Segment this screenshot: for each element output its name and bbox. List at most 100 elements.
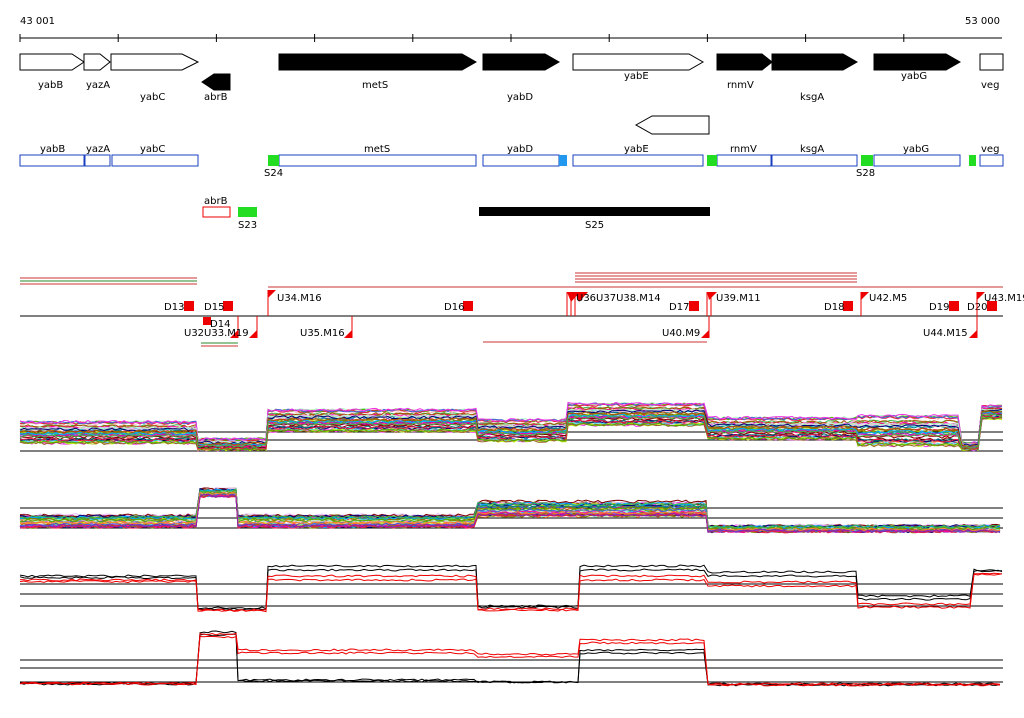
annotation-box[interactable]: yabG xyxy=(873,144,961,167)
gene-arrow[interactable] xyxy=(278,53,478,71)
annotation-box[interactable]: metS xyxy=(278,144,477,167)
gene-rnmV[interactable]: rnmV xyxy=(716,53,773,91)
annotation-track: yabB yazA yabC metS yabD yabE rnmV ksgA xyxy=(19,144,1004,179)
expression-profile-line xyxy=(19,416,1003,452)
expression-profile-line xyxy=(19,413,1003,449)
gene-yabD[interactable]: yabD xyxy=(482,53,561,103)
svg-text:U43.M19: U43.M19 xyxy=(984,293,1024,304)
expression-profile-line xyxy=(19,401,1003,445)
gene-abrB[interactable]: abrB xyxy=(201,73,231,103)
svg-text:yabG: yabG xyxy=(903,144,929,155)
expression-profile-line xyxy=(19,493,1001,534)
upshift-flag-U35-M16[interactable]: U35.M16 xyxy=(300,316,353,339)
upshift-flag-U36-U37-U38-M14[interactable]: U36U37U38.M14 xyxy=(566,292,661,316)
upshift-flag-U42-M5[interactable]: U42.M5 xyxy=(860,292,907,316)
annotation-box[interactable]: yabC xyxy=(111,144,199,167)
upshift-flag-U34-M16[interactable]: U34.M16 xyxy=(267,290,322,316)
expression-profile-line xyxy=(19,415,1003,451)
downshift-D17[interactable]: D17 xyxy=(669,301,699,313)
svg-text:D13: D13 xyxy=(164,302,184,313)
annotation-box[interactable]: yazA xyxy=(84,144,111,167)
expression-profile-line xyxy=(19,410,1003,448)
gene-ksgA[interactable]: ksgA xyxy=(771,53,859,103)
summary-profile-line xyxy=(19,573,1003,613)
expression-profiles xyxy=(19,401,1003,452)
downshift-D19[interactable]: D19 xyxy=(929,301,959,313)
expression-profile-line xyxy=(19,488,1001,529)
upshift-flag-U39-M11[interactable]: U39.M11 xyxy=(706,292,761,316)
svg-text:U44.M15: U44.M15 xyxy=(923,328,968,339)
annotation-box[interactable]: yabD xyxy=(482,144,560,167)
gene-metS[interactable]: metS xyxy=(278,53,478,91)
annotation-box[interactable]: yabE xyxy=(572,144,704,167)
gene-veg[interactable]: veg xyxy=(979,53,1004,91)
annotation-box[interactable]: yabB xyxy=(19,144,85,167)
downshift-D16[interactable]: D16 xyxy=(444,301,473,313)
gene-arrow[interactable] xyxy=(572,53,705,71)
marker-green[interactable] xyxy=(238,207,257,217)
gene-label: metS xyxy=(362,80,388,91)
svg-text:D14: D14 xyxy=(210,319,230,330)
svg-text:U42.M5: U42.M5 xyxy=(869,293,907,304)
gene-arrow[interactable] xyxy=(110,53,200,71)
gene-yazA[interactable]: yazA xyxy=(83,53,111,91)
annotation-box[interactable]: rnmV xyxy=(716,144,772,167)
svg-text:U34.M16: U34.M16 xyxy=(277,293,322,304)
gene-arrow[interactable] xyxy=(716,53,773,71)
marker-green[interactable] xyxy=(861,155,873,166)
summary-profile-line xyxy=(19,564,1003,610)
expression-profiles xyxy=(19,487,1001,534)
annotation-box[interactable]: veg xyxy=(979,144,1004,167)
feature-box[interactable] xyxy=(202,206,231,218)
upshift-flag-U40-M9[interactable]: U40.M9 xyxy=(662,316,710,339)
svg-text:yabB: yabB xyxy=(40,144,65,155)
marker-cyan[interactable] xyxy=(559,155,567,166)
marker-label: S28 xyxy=(856,168,875,179)
svg-text:D15: D15 xyxy=(204,302,224,313)
gene-yabC[interactable]: yabC xyxy=(110,53,200,103)
gene-arrow[interactable] xyxy=(979,53,1004,71)
upshift-flag-U43-M19[interactable]: U43.M19 xyxy=(976,292,1024,316)
svg-text:U40.M9: U40.M9 xyxy=(662,328,700,339)
reverse-transcript-arrow[interactable] xyxy=(634,115,710,135)
gene-yabG[interactable]: yabG xyxy=(873,53,962,82)
svg-text:veg: veg xyxy=(981,144,999,155)
marker-green[interactable] xyxy=(707,155,717,166)
downshift-D13[interactable]: D13 xyxy=(164,301,194,313)
gene-label: yabD xyxy=(507,92,533,103)
downshift-D14[interactable]: D14 xyxy=(203,317,230,330)
svg-text:yazA: yazA xyxy=(86,144,110,155)
marker-label: S23 xyxy=(238,220,257,231)
annotation-box[interactable]: ksgA xyxy=(771,144,858,167)
marker-label: S24 xyxy=(264,168,283,179)
gene-arrow[interactable] xyxy=(83,53,111,71)
svg-text:ksgA: ksgA xyxy=(800,144,824,155)
gene-label: ksgA xyxy=(800,92,824,103)
upshift-flag-U32-U33-M19[interactable]: U32U33.M19 xyxy=(184,316,258,339)
marker-green[interactable] xyxy=(268,155,279,166)
ruler-ticks xyxy=(19,34,905,42)
summary-profiles xyxy=(19,630,1001,687)
svg-text:D17: D17 xyxy=(669,302,689,313)
gene-label: yabE xyxy=(624,71,649,82)
gene-yabB[interactable]: yabB xyxy=(19,53,85,91)
gene-arrow[interactable] xyxy=(771,53,859,71)
expression-profile-line xyxy=(19,492,1001,533)
gene-track: yabB yazA yabC abrB metS yabD yabE rnmV xyxy=(19,53,1004,135)
gene-arrow[interactable] xyxy=(201,73,231,91)
gene-arrow[interactable] xyxy=(873,53,962,71)
gene-label: abrB xyxy=(204,92,228,103)
svg-text:yabE: yabE xyxy=(624,144,649,155)
downshift-D15[interactable]: D15 xyxy=(204,301,233,313)
upshift-flag-U44-M15[interactable]: U44.M15 xyxy=(923,316,978,339)
gene-yabE[interactable]: yabE xyxy=(572,53,705,82)
coordinate-ruler: 43 001 53 000 xyxy=(19,16,1002,42)
feature-bar[interactable] xyxy=(479,207,710,216)
gene-arrow[interactable] xyxy=(482,53,561,71)
marker-green[interactable] xyxy=(969,155,976,166)
gene-arrow[interactable] xyxy=(19,53,85,71)
svg-text:D18: D18 xyxy=(824,302,844,313)
svg-text:metS: metS xyxy=(364,144,390,155)
feature-label: abrB xyxy=(204,196,228,207)
downshift-D18[interactable]: D18 xyxy=(824,301,853,313)
